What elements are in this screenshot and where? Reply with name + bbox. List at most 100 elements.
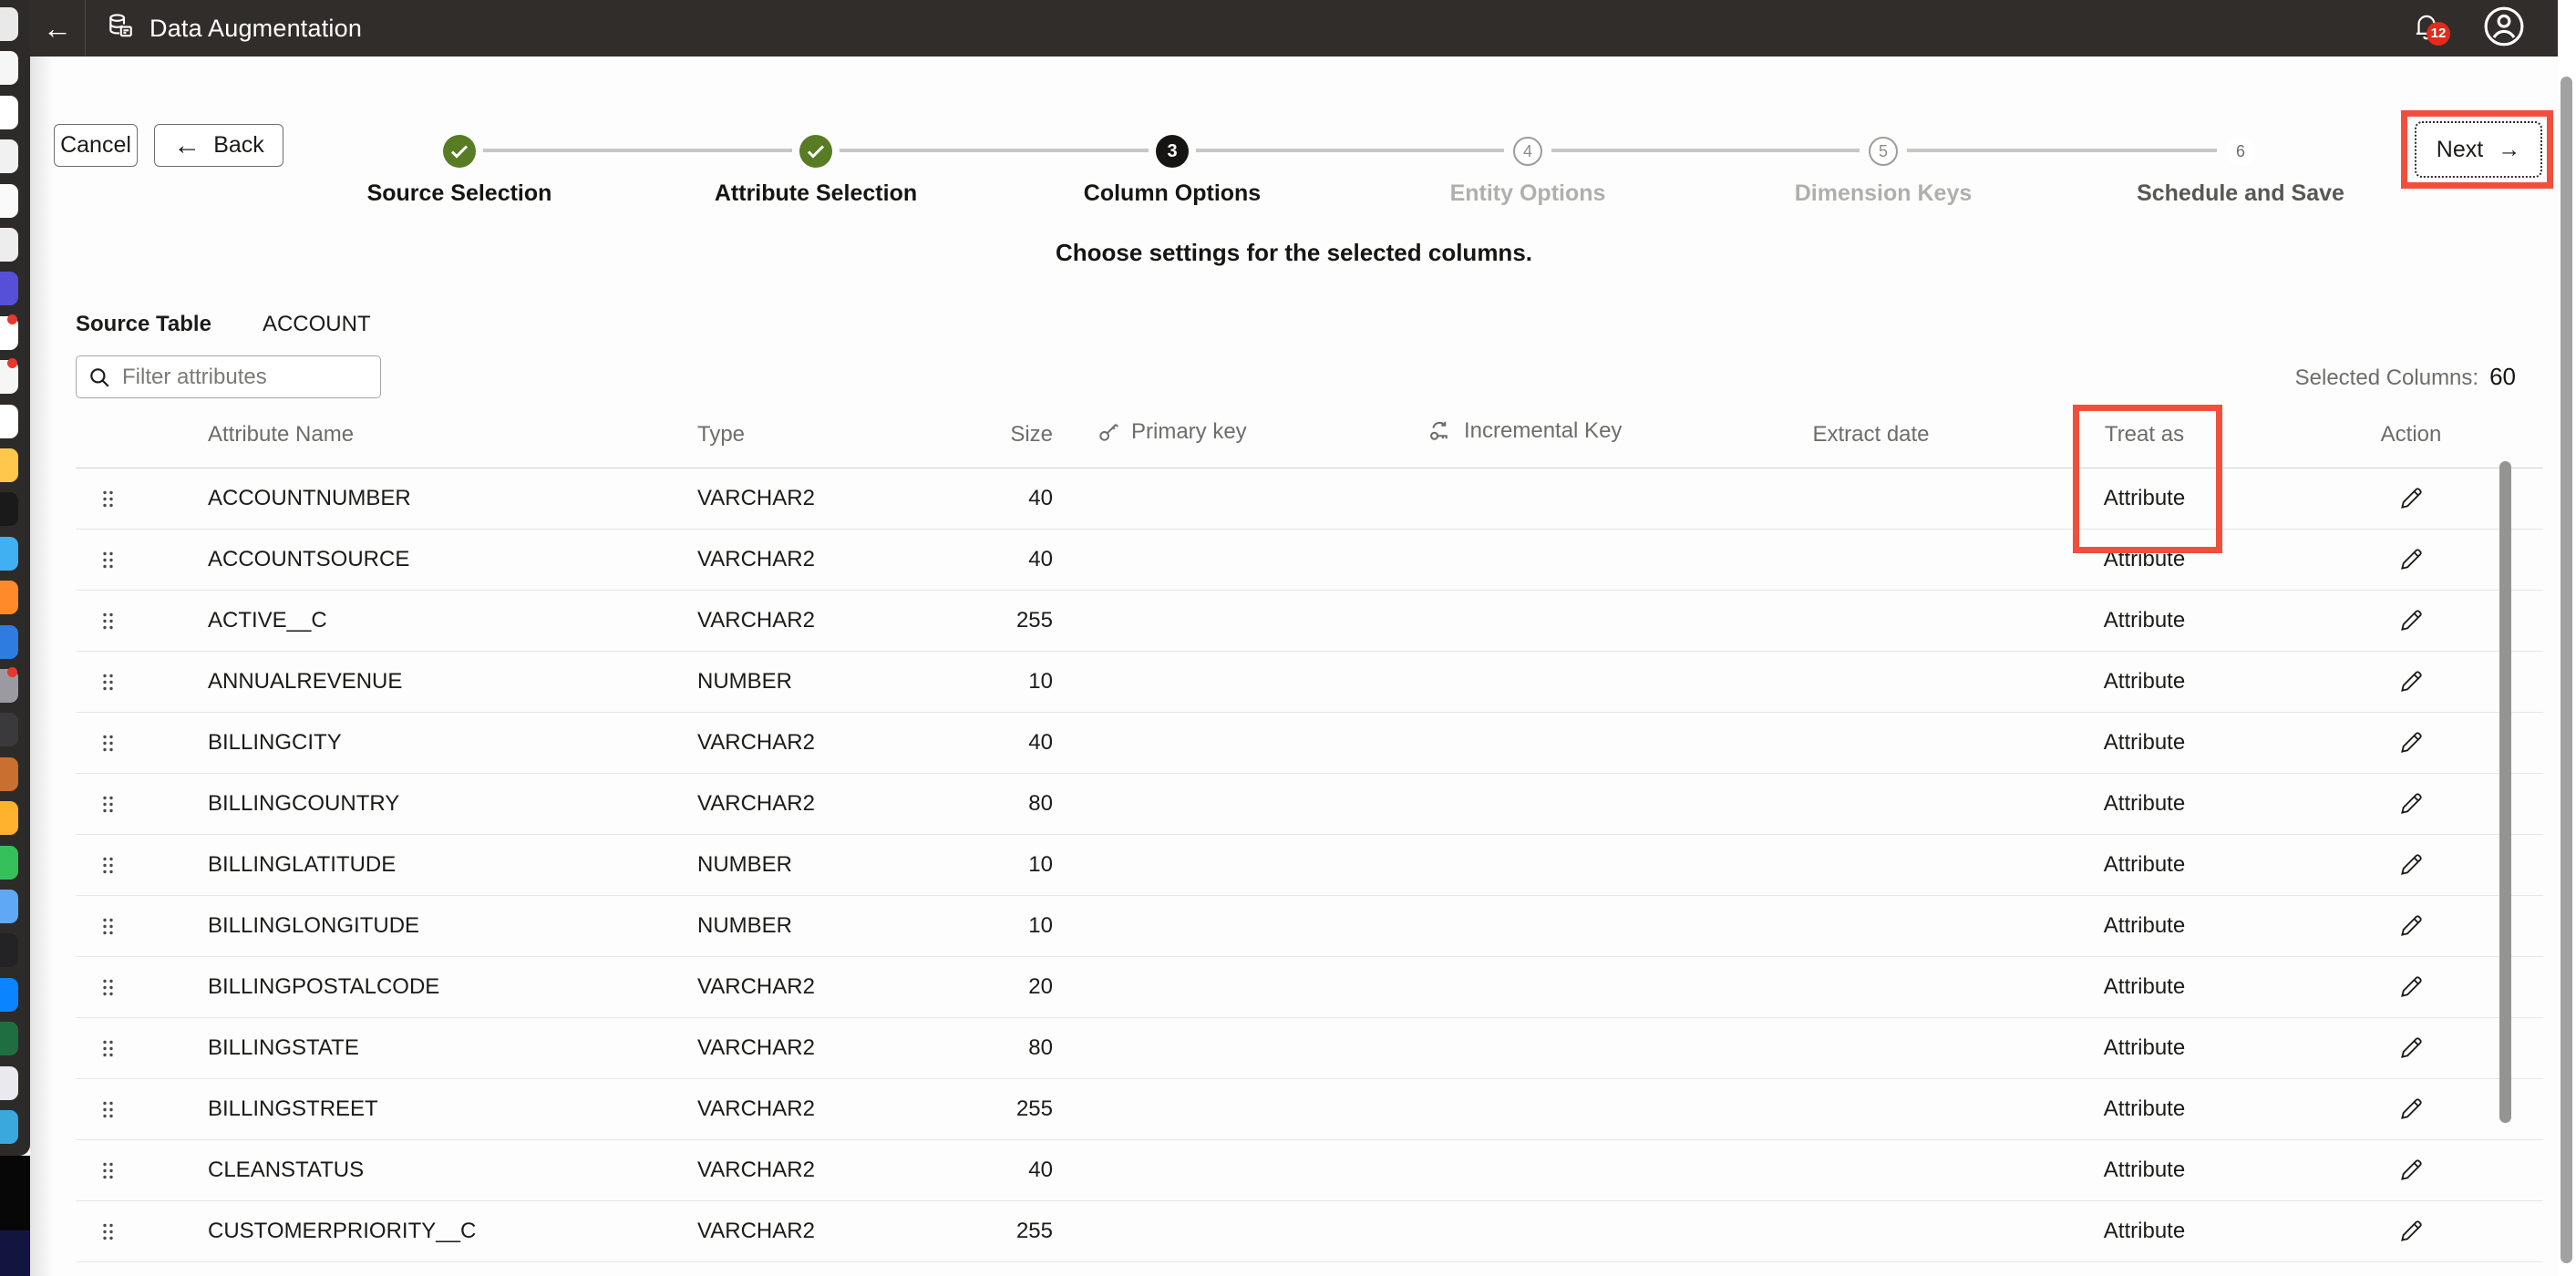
attribute-name-cell: ACCOUNTSOURCE — [208, 547, 410, 571]
dock-app-icon[interactable] — [0, 581, 18, 615]
columns-table: Attribute Name Type Size Primary key I — [76, 401, 2543, 1262]
dock-app-icon[interactable] — [0, 51, 18, 86]
dock-app-icon[interactable] — [0, 624, 18, 659]
step-circle-attribute-selection[interactable] — [799, 135, 832, 168]
drag-handle-icon[interactable] — [101, 855, 115, 876]
drag-handle-icon[interactable] — [101, 1038, 115, 1059]
step-circle-source-selection[interactable] — [443, 135, 476, 168]
data-augmentation-icon — [106, 12, 135, 46]
cancel-button[interactable]: Cancel — [54, 124, 138, 167]
edit-pencil-icon[interactable] — [2397, 1034, 2425, 1062]
drag-handle-icon[interactable] — [101, 794, 115, 815]
drag-handle-icon[interactable] — [101, 1099, 115, 1120]
dock-app-icon[interactable] — [0, 890, 18, 923]
drag-handle-icon[interactable] — [101, 916, 115, 937]
dock-app-icon[interactable] — [0, 1065, 18, 1100]
edit-pencil-icon[interactable] — [2397, 1218, 2425, 1245]
dock-app-icon[interactable] — [0, 95, 18, 129]
table-row: ACCOUNTNUMBER VARCHAR2 40 Attribute — [76, 468, 2543, 530]
dock-badge — [7, 358, 17, 369]
dock-app-icon[interactable] — [0, 183, 18, 218]
dock-app-icon[interactable] — [0, 314, 18, 350]
drag-handle-icon[interactable] — [101, 489, 115, 509]
header-extract-date: Extract date — [1812, 421, 1930, 447]
type-cell: VARCHAR2 — [697, 547, 815, 571]
dock-app-icon[interactable] — [0, 272, 18, 306]
edit-pencil-icon[interactable] — [2397, 851, 2425, 879]
drag-handle-icon[interactable] — [101, 977, 115, 998]
user-avatar-button[interactable] — [2483, 5, 2525, 52]
table-scrollbar-thumb[interactable] — [2499, 461, 2511, 1123]
dock-app-icon[interactable] — [0, 933, 18, 968]
drag-handle-icon[interactable] — [101, 550, 115, 571]
drag-handle-icon[interactable] — [101, 672, 115, 693]
dock-badge — [7, 314, 17, 324]
dock-app-icon[interactable] — [0, 1110, 18, 1144]
attribute-name-cell: CUSTOMERPRIORITY__C — [208, 1219, 477, 1243]
size-cell: 10 — [1028, 913, 1053, 938]
table-row: CUSTOMERPRIORITY__C VARCHAR2 255 Attribu… — [76, 1201, 2543, 1262]
back-button[interactable]: ← Back — [154, 124, 283, 167]
edit-pencil-icon[interactable] — [2397, 973, 2425, 1001]
edit-pencil-icon[interactable] — [2397, 729, 2425, 756]
avatar-icon — [2484, 6, 2524, 46]
attribute-name-cell: BILLINGCITY — [208, 730, 342, 755]
treat-as-cell: Attribute — [2103, 1035, 2186, 1060]
size-cell: 255 — [1015, 608, 1053, 633]
next-button[interactable]: Next → — [2415, 121, 2542, 178]
type-cell: VARCHAR2 — [697, 1035, 815, 1060]
edit-pencil-icon[interactable] — [2397, 607, 2425, 634]
drag-handle-icon[interactable] — [101, 733, 115, 754]
dock-app-icon[interactable] — [0, 448, 18, 482]
type-cell: VARCHAR2 — [697, 1158, 815, 1182]
dock-app-icon[interactable] — [0, 139, 18, 174]
size-cell: 255 — [1015, 1096, 1053, 1121]
size-cell: 40 — [1028, 486, 1053, 510]
treat-as-cell: Attribute — [2103, 1219, 2186, 1243]
dock-app-icon[interactable] — [0, 845, 18, 880]
page-scrollbar-thumb[interactable] — [2561, 77, 2572, 1263]
dock-app-icon[interactable] — [0, 536, 18, 571]
dock-app-icon[interactable] — [0, 492, 18, 527]
type-cell: VARCHAR2 — [697, 974, 815, 999]
stepper-connector — [1907, 149, 2217, 152]
step-label-column-options: Column Options — [1083, 180, 1262, 206]
filter-attributes-input[interactable] — [122, 364, 369, 390]
dock-app-icon[interactable] — [0, 228, 18, 262]
drag-handle-icon[interactable] — [101, 1221, 115, 1242]
dock-app-icon[interactable] — [0, 977, 18, 1012]
dock-app-icon[interactable] — [0, 667, 18, 703]
edit-pencil-icon[interactable] — [2397, 546, 2425, 573]
step-number: 6 — [2235, 141, 2245, 160]
step-label-source-selection: Source Selection — [366, 180, 552, 206]
header-back-button[interactable]: ← — [30, 0, 85, 57]
annotation-box-treat-as — [2073, 405, 2222, 553]
edit-pencil-icon[interactable] — [2397, 1096, 2425, 1123]
step-circle-column-options[interactable]: 3 — [1156, 135, 1189, 168]
type-cell: NUMBER — [697, 852, 793, 877]
dock-app-icon[interactable] — [0, 801, 18, 836]
drag-handle-icon[interactable] — [101, 611, 115, 632]
edit-pencil-icon[interactable] — [2397, 485, 2425, 512]
dock-app-icon[interactable] — [0, 7, 18, 41]
edit-pencil-icon[interactable] — [2397, 668, 2425, 695]
table-row: BILLINGPOSTALCODE VARCHAR2 20 Attribute — [76, 957, 2543, 1018]
step-number: 4 — [1522, 141, 1532, 160]
edit-pencil-icon[interactable] — [2397, 1157, 2425, 1184]
notifications-button[interactable]: 12 — [2412, 11, 2450, 46]
table-header-row: Attribute Name Type Size Primary key I — [76, 401, 2543, 468]
step-number: 3 — [1167, 140, 1178, 161]
step-label-entity-options: Entity Options — [1449, 180, 1606, 206]
edit-pencil-icon[interactable] — [2397, 912, 2425, 940]
search-icon — [90, 367, 109, 387]
dock-app-icon[interactable] — [0, 404, 18, 438]
dock-app-icon[interactable] — [0, 756, 18, 791]
drag-handle-icon[interactable] — [101, 1160, 115, 1181]
edit-pencil-icon[interactable] — [2397, 790, 2425, 818]
dock-app-icon[interactable] — [0, 713, 18, 747]
dock-app-icon[interactable] — [0, 1022, 18, 1056]
dock-app-icon[interactable] — [0, 358, 18, 395]
treat-as-cell: Attribute — [2103, 913, 2186, 938]
header-divider — [85, 0, 86, 57]
desktop-edge — [0, 1156, 30, 1230]
